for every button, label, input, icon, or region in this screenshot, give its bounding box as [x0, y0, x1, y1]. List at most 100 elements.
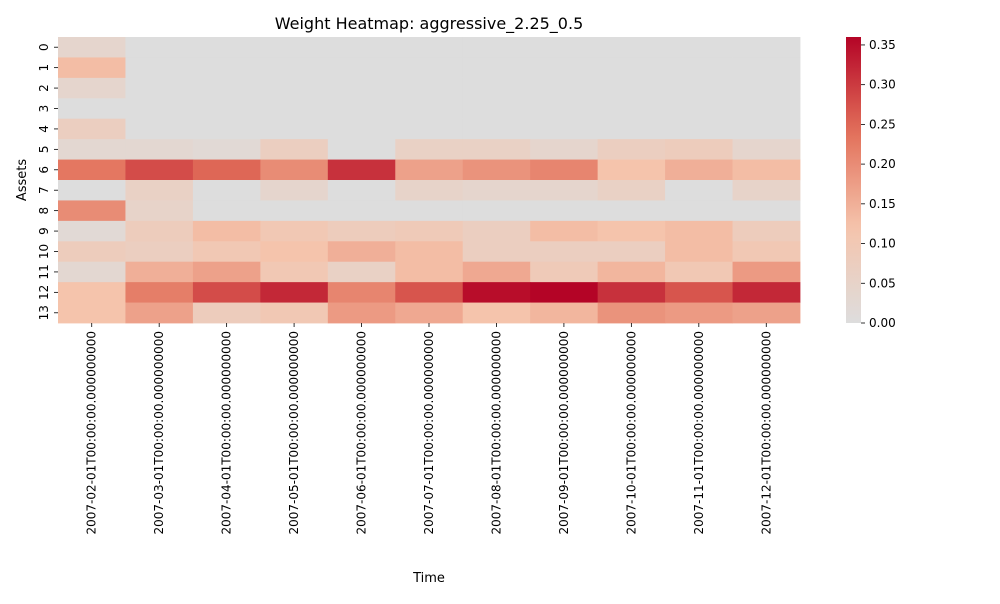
heatmap-cell [530, 180, 599, 201]
heatmap-cell [462, 282, 531, 303]
heatmap-cell [260, 159, 329, 181]
heatmap-cell [597, 220, 666, 242]
colorbar-tick-label: 0.15 [869, 197, 896, 211]
heatmap-cell [395, 261, 464, 283]
heatmap-cell [395, 282, 464, 303]
heatmap-cell [665, 241, 733, 263]
heatmap-cell [125, 139, 194, 160]
y-tick-label: 0 [37, 43, 51, 51]
heatmap-cell [260, 37, 329, 58]
x-axis-label: Time [412, 571, 445, 586]
heatmap-cell [530, 37, 599, 58]
heatmap-cell [125, 180, 194, 201]
heatmap-cell [395, 241, 464, 263]
heatmap-cell [327, 180, 396, 201]
heatmap-cell [732, 57, 801, 79]
heatmap-cell [395, 220, 464, 242]
heatmap-cell [462, 77, 531, 99]
heatmap-cell [462, 159, 531, 181]
heatmap-cell [58, 282, 126, 303]
y-tick-label: 7 [37, 186, 51, 194]
heatmap-cell [192, 159, 261, 181]
heatmap-cell [665, 180, 733, 201]
heatmap-cell [462, 139, 531, 160]
heatmap-cell [260, 180, 329, 201]
heatmap-cell [732, 302, 801, 324]
heatmap-cell [597, 118, 666, 140]
heatmap-cell [192, 220, 261, 242]
heatmap-cell [260, 118, 329, 140]
heatmap-cell [58, 118, 126, 140]
heatmap-cell [192, 118, 261, 140]
heatmap-cell [327, 282, 396, 303]
heatmap-cell [665, 77, 733, 99]
y-tick-label: 9 [37, 227, 51, 235]
heatmap-cell [597, 98, 666, 120]
heatmap-cell [530, 302, 599, 324]
heatmap-cell [597, 57, 666, 79]
heatmap-cell [58, 200, 126, 222]
heatmap-cell [58, 77, 126, 99]
heatmap-cell [125, 302, 194, 324]
y-tick-label: 8 [37, 207, 51, 215]
x-tick-label: 2007-11-01T00:00:00.000000000 [692, 331, 706, 535]
y-tick-label: 10 [37, 244, 51, 259]
heatmap-cell [597, 159, 666, 181]
heatmap-cell [597, 241, 666, 263]
heatmap-cell [125, 261, 194, 283]
heatmap-cell [665, 220, 733, 242]
y-tick-label: 4 [37, 125, 51, 133]
heatmap-cell [58, 302, 126, 324]
heatmap-cell [58, 220, 126, 242]
heatmap-cell [327, 37, 396, 58]
x-tick-label: 2007-12-01T00:00:00.000000000 [759, 331, 773, 535]
heatmap-cell [260, 302, 329, 324]
x-tick-label: 2007-09-01T00:00:00.000000000 [557, 331, 571, 535]
heatmap-cell [597, 200, 666, 222]
heatmap-cell [665, 37, 733, 58]
heatmap-cell [732, 139, 801, 160]
heatmap-cell [260, 98, 329, 120]
heatmap-cell [327, 57, 396, 79]
heatmap-cell [530, 77, 599, 99]
heatmap-cell [58, 159, 126, 181]
heatmap-cell [665, 118, 733, 140]
heatmap-cell [462, 261, 531, 283]
heatmap-cell [530, 98, 599, 120]
x-tick-label: 2007-05-01T00:00:00.000000000 [287, 331, 301, 535]
heatmap-cell [530, 139, 599, 160]
heatmap-cell [732, 159, 801, 181]
heatmap-cell [462, 37, 531, 58]
heatmap-cell [192, 98, 261, 120]
heatmap-cell [462, 302, 531, 324]
heatmap-cell [125, 282, 194, 303]
heatmap-cell [530, 57, 599, 79]
heatmap-cell [125, 200, 194, 222]
heatmap-cell [597, 139, 666, 160]
y-tick-label: 11 [37, 264, 51, 279]
heatmap-cell [192, 180, 261, 201]
heatmap-cell [462, 57, 531, 79]
heatmap-cell [125, 57, 194, 79]
heatmap-cell [732, 241, 801, 263]
y-tick-label: 5 [37, 146, 51, 154]
heatmap-cell [260, 261, 329, 283]
heatmap-cells [58, 37, 801, 324]
heatmap-cell [327, 241, 396, 263]
heatmap-cell [327, 261, 396, 283]
heatmap-cell [732, 77, 801, 99]
heatmap-cell [125, 77, 194, 99]
heatmap-cell [462, 241, 531, 263]
heatmap-cell [395, 302, 464, 324]
heatmap-cell [395, 77, 464, 99]
heatmap-cell [125, 241, 194, 263]
colorbar-tick-label: 0.30 [869, 78, 896, 92]
heatmap-cell [327, 302, 396, 324]
heatmap-cell [58, 139, 126, 160]
heatmap-cell [732, 98, 801, 120]
heatmap-cell [732, 37, 801, 58]
heatmap-cell [125, 37, 194, 58]
y-tick-label: 13 [37, 305, 51, 320]
heatmap-cell [192, 282, 261, 303]
